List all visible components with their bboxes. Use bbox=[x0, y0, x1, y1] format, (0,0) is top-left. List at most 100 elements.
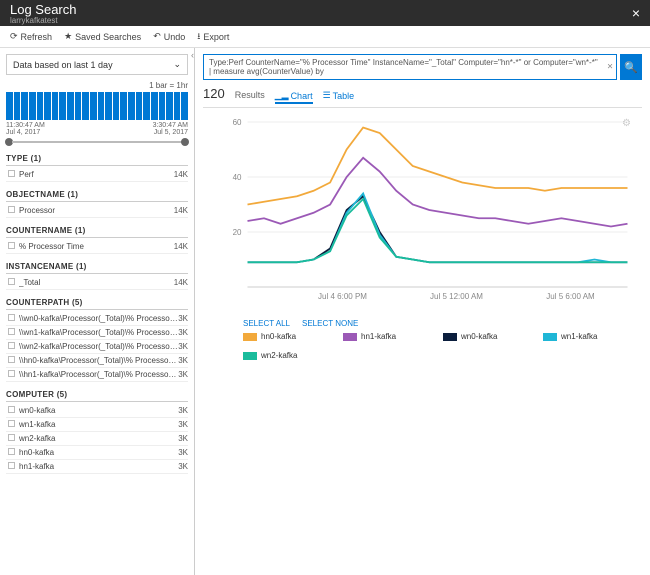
checkbox-icon[interactable] bbox=[8, 370, 15, 377]
facet-row[interactable]: _Total14K bbox=[6, 276, 188, 290]
checkbox-icon[interactable] bbox=[8, 170, 15, 177]
facet-title: OBJECTNAME (1) bbox=[6, 190, 188, 202]
refresh-button[interactable]: ⟳Refresh bbox=[10, 31, 52, 42]
facet-count: 3K bbox=[178, 328, 188, 337]
facet-group: TYPE (1) Perf14K bbox=[6, 154, 188, 182]
download-icon: ⭳ bbox=[197, 29, 200, 45]
legend-item[interactable]: wn2-kafka bbox=[243, 351, 323, 360]
checkbox-icon[interactable] bbox=[8, 206, 15, 213]
legend-item[interactable]: wn0-kafka bbox=[443, 332, 523, 341]
checkbox-icon[interactable] bbox=[8, 278, 15, 285]
facet-count: 3K bbox=[178, 314, 188, 323]
facet-group: COMPUTER (5)wn0-kafka3Kwn1-kafka3Kwn2-ka… bbox=[6, 390, 188, 474]
checkbox-icon[interactable] bbox=[8, 314, 15, 321]
facet-count: 14K bbox=[174, 242, 188, 251]
time-slider[interactable] bbox=[6, 138, 188, 146]
tab-chart[interactable]: ▁▂Chart bbox=[275, 90, 313, 104]
svg-text:60: 60 bbox=[233, 118, 242, 127]
checkbox-icon[interactable] bbox=[8, 448, 15, 455]
checkbox-icon[interactable] bbox=[8, 462, 15, 469]
legend-swatch bbox=[243, 333, 257, 341]
facet-group: INSTANCENAME (1) _Total14K bbox=[6, 262, 188, 290]
tab-table[interactable]: ☰Table bbox=[323, 90, 355, 101]
facet-label: % Processor Time bbox=[19, 242, 174, 251]
facet-row[interactable]: \\wn2-kafka\Processor(_Total)\% Processo… bbox=[6, 340, 188, 354]
facet-row[interactable]: \\hn0-kafka\Processor(_Total)\% Processo… bbox=[6, 354, 188, 368]
legend-swatch bbox=[443, 333, 457, 341]
checkbox-icon[interactable] bbox=[8, 420, 15, 427]
chevron-down-icon: ⌄ bbox=[173, 59, 181, 70]
legend-label: hn0-kafka bbox=[261, 332, 296, 341]
time-range-select[interactable]: Data based on last 1 day ⌄ bbox=[6, 54, 188, 75]
checkbox-icon[interactable] bbox=[8, 328, 15, 335]
facet-label: \\wn1-kafka\Processor(_Total)\% Processo… bbox=[19, 328, 178, 337]
chart-area: ⚙ 204060Jul 4 6:00 PMJul 5 12:00 AMJul 5… bbox=[203, 112, 642, 569]
facet-row[interactable]: \\wn0-kafka\Processor(_Total)\% Processo… bbox=[6, 312, 188, 326]
search-icon: 🔍 bbox=[624, 61, 638, 74]
checkbox-icon[interactable] bbox=[8, 356, 15, 363]
sidebar: ‹ Data based on last 1 day ⌄ 1 bar = 1hr… bbox=[0, 48, 195, 575]
collapse-sidebar-icon[interactable]: ‹ bbox=[191, 50, 194, 60]
facet-group: COUNTERNAME (1) % Processor Time14K bbox=[6, 226, 188, 254]
checkbox-icon[interactable] bbox=[8, 434, 15, 441]
facet-count: 3K bbox=[178, 448, 188, 457]
facet-label: \\hn0-kafka\Processor(_Total)\% Processo… bbox=[19, 356, 178, 365]
facet-row[interactable]: \\wn1-kafka\Processor(_Total)\% Processo… bbox=[6, 326, 188, 340]
checkbox-icon[interactable] bbox=[8, 242, 15, 249]
select-none-link[interactable]: SELECT NONE bbox=[302, 319, 358, 328]
facet-row[interactable]: wn2-kafka3K bbox=[6, 432, 188, 446]
query-input[interactable]: Type:Perf CounterName="% Processor Time"… bbox=[203, 54, 617, 80]
facet-row[interactable]: Processor14K bbox=[6, 204, 188, 218]
facet-label: wn0-kafka bbox=[19, 406, 178, 415]
facet-label: Perf bbox=[19, 170, 174, 179]
close-icon[interactable]: × bbox=[632, 5, 640, 21]
undo-icon: ↶ bbox=[153, 31, 161, 42]
legend-label: wn0-kafka bbox=[461, 332, 497, 341]
facet-row[interactable]: hn0-kafka3K bbox=[6, 446, 188, 460]
facet-count: 3K bbox=[178, 462, 188, 471]
facet-title: TYPE (1) bbox=[6, 154, 188, 166]
checkbox-icon[interactable] bbox=[8, 342, 15, 349]
facet-count: 3K bbox=[178, 420, 188, 429]
page-title: Log Search bbox=[10, 2, 77, 17]
svg-text:Jul 5 12:00 AM: Jul 5 12:00 AM bbox=[430, 292, 483, 301]
select-all-link[interactable]: SELECT ALL bbox=[243, 319, 290, 328]
search-button[interactable]: 🔍 bbox=[620, 54, 642, 80]
legend-item[interactable]: hn0-kafka bbox=[243, 332, 323, 341]
results-count: 120 bbox=[203, 86, 225, 101]
svg-text:Jul 4 6:00 PM: Jul 4 6:00 PM bbox=[318, 292, 367, 301]
facet-count: 3K bbox=[178, 406, 188, 415]
legend-item[interactable]: hn1-kafka bbox=[343, 332, 423, 341]
undo-button[interactable]: ↶Undo bbox=[153, 31, 185, 42]
star-icon: ★ bbox=[64, 31, 72, 42]
line-chart: 204060Jul 4 6:00 PMJul 5 12:00 AMJul 5 6… bbox=[203, 112, 642, 312]
legend-swatch bbox=[543, 333, 557, 341]
facet-label: wn2-kafka bbox=[19, 434, 178, 443]
legend-swatch bbox=[243, 352, 257, 360]
facet-title: COUNTERNAME (1) bbox=[6, 226, 188, 238]
facet-row[interactable]: wn0-kafka3K bbox=[6, 404, 188, 418]
export-button[interactable]: ⭳Export bbox=[197, 29, 229, 45]
facet-row[interactable]: % Processor Time14K bbox=[6, 240, 188, 254]
legend-item[interactable]: wn1-kafka bbox=[543, 332, 623, 341]
saved-searches-button[interactable]: ★Saved Searches bbox=[64, 31, 141, 42]
facet-row[interactable]: hn1-kafka3K bbox=[6, 460, 188, 474]
facet-group: OBJECTNAME (1) Processor14K bbox=[6, 190, 188, 218]
facet-row[interactable]: \\hn1-kafka\Processor(_Total)\% Processo… bbox=[6, 368, 188, 382]
facet-row[interactable]: Perf14K bbox=[6, 168, 188, 182]
svg-text:40: 40 bbox=[233, 173, 242, 182]
facet-label: Processor bbox=[19, 206, 174, 215]
svg-text:Jul 5 6:00 AM: Jul 5 6:00 AM bbox=[546, 292, 595, 301]
checkbox-icon[interactable] bbox=[8, 406, 15, 413]
facet-row[interactable]: wn1-kafka3K bbox=[6, 418, 188, 432]
facet-title: INSTANCENAME (1) bbox=[6, 262, 188, 274]
facet-count: 3K bbox=[178, 342, 188, 351]
facet-label: _Total bbox=[19, 278, 174, 287]
chart-settings-icon[interactable]: ⚙ bbox=[622, 118, 636, 132]
facet-label: \\wn2-kafka\Processor(_Total)\% Processo… bbox=[19, 342, 178, 351]
clear-query-icon[interactable]: × bbox=[607, 62, 613, 73]
time-histogram[interactable] bbox=[6, 92, 188, 120]
facet-label: hn0-kafka bbox=[19, 448, 178, 457]
hist-time-end: 3:30:47 AM bbox=[153, 122, 188, 129]
facet-count: 3K bbox=[178, 356, 188, 365]
